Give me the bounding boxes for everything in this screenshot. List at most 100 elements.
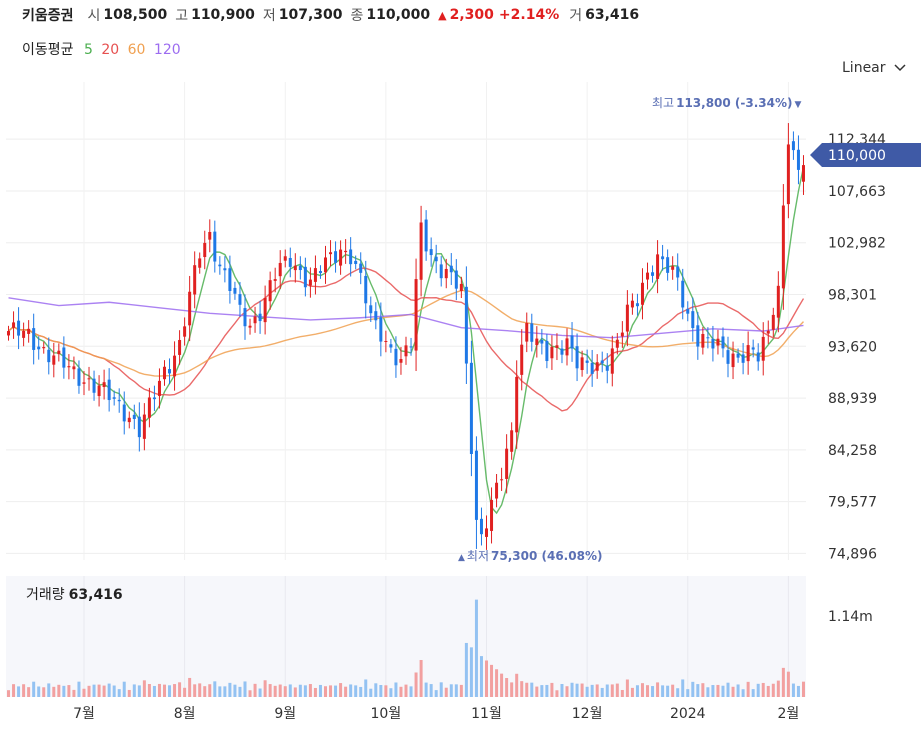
candle-body [776, 285, 780, 318]
volume-bar [721, 685, 725, 697]
volume-bar [273, 685, 277, 697]
volume-bar [147, 684, 151, 697]
scale-selector[interactable]: Linear [842, 60, 906, 76]
volume-bar [786, 671, 790, 697]
candle-body [801, 165, 805, 182]
volume-bar [545, 684, 549, 697]
volume-bar [661, 685, 665, 697]
candle-body [756, 352, 760, 362]
volume-bar [117, 689, 121, 697]
volume-bar [384, 685, 388, 697]
volume-bar [253, 683, 257, 697]
open-label: 시 [87, 8, 101, 24]
volume-bar [72, 689, 76, 697]
volume-bar [761, 682, 765, 697]
volume-bar [359, 686, 363, 697]
volume-bar [183, 687, 187, 697]
volume-bar [157, 683, 161, 697]
candle-body [112, 397, 116, 399]
candle-body [32, 328, 36, 350]
candle-body [303, 266, 307, 288]
stock-name: 키움증권 [22, 8, 74, 24]
candle-body [666, 257, 670, 273]
ma-legend-item-60[interactable]: 60 [127, 42, 146, 58]
volume-bar [208, 684, 212, 697]
volume-bar [751, 689, 755, 697]
candle-body [263, 297, 267, 323]
candle-body [580, 357, 584, 371]
volume-bars [7, 599, 805, 697]
candle-body [716, 338, 720, 346]
candle-body [625, 304, 629, 332]
candle-body [575, 346, 579, 369]
ma-legend-item-20[interactable]: 20 [101, 42, 120, 58]
candle-body [193, 265, 197, 295]
candle-body [500, 479, 504, 481]
volume-bar [107, 683, 111, 697]
volume-bar [228, 682, 232, 697]
volume-bar [651, 686, 655, 697]
candle-body [515, 376, 519, 433]
volume-bar [540, 685, 544, 697]
volume-bar [52, 686, 56, 697]
volume-bar [535, 686, 539, 697]
candle-body [640, 282, 644, 305]
volume-bar [394, 682, 398, 697]
candle-body [620, 332, 624, 337]
candle-body [746, 345, 750, 362]
volume-bar [560, 683, 564, 697]
candle-body [233, 287, 237, 294]
y-tick-label: 93,620 [828, 339, 877, 355]
candle-body [429, 249, 433, 256]
volume-bar [27, 687, 31, 697]
candle-body [208, 231, 212, 240]
volume-bar [233, 684, 237, 697]
candle-body [651, 272, 655, 276]
candle-body [283, 256, 287, 261]
candle-body [37, 346, 41, 350]
ma-legend-item-5[interactable]: 5 [83, 42, 93, 58]
low-label: 저 [262, 8, 276, 24]
volume-bar [485, 660, 489, 697]
candle-body [479, 518, 483, 535]
volume-bar [444, 687, 448, 697]
candle-body [253, 316, 257, 324]
volume-bar [796, 685, 800, 697]
volume-bar [122, 681, 126, 697]
volume-bar [434, 690, 438, 697]
candle-body [77, 368, 81, 386]
candle-body [711, 338, 715, 349]
volume-bar [349, 684, 353, 697]
ma-legend-item-120[interactable]: 120 [153, 42, 181, 58]
volume-bar [318, 684, 322, 697]
x-tick-label: 2024 [670, 706, 706, 722]
volume-value: 63,416 [585, 7, 640, 23]
candle-body [228, 268, 232, 292]
volume-bar [686, 689, 690, 697]
volume-bar [268, 684, 272, 697]
candle-body [656, 254, 660, 279]
candle-body [726, 350, 730, 364]
volume-bar [676, 688, 680, 697]
volume-bar [776, 680, 780, 697]
volume-bar [238, 686, 242, 697]
current-price-tag-label: 110,000 [828, 148, 886, 164]
volume-bar [62, 685, 66, 697]
volume-bar [47, 683, 51, 697]
candle-body [615, 339, 619, 348]
candle-body [550, 346, 554, 359]
low-value: 107,300 [278, 7, 343, 23]
candle-body [379, 317, 383, 342]
candle-body [560, 348, 564, 355]
candle-body [485, 528, 489, 537]
volume-bar [243, 681, 247, 697]
candle-body [741, 354, 745, 363]
volume-bar [671, 684, 675, 697]
y-tick-label: 107,663 [828, 184, 886, 200]
candle-body [102, 382, 106, 388]
volume-bar [12, 684, 16, 697]
volume-bar [293, 687, 297, 697]
volume-bar [102, 685, 106, 697]
high-annotation-label: 최고 [652, 96, 674, 110]
